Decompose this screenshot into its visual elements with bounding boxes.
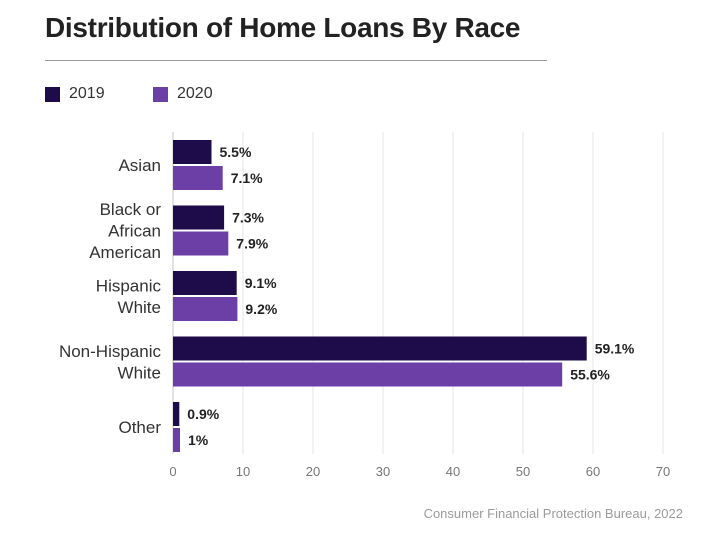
x-tick-label-30: 30 <box>376 464 390 479</box>
category-label-3: Non-Hispanic White <box>59 342 162 383</box>
bar-2019-0 <box>173 140 212 164</box>
category-label-0: Asian <box>118 156 161 175</box>
category-label-1: Black or African American <box>89 200 161 262</box>
data-label-2020-0: 7.1% <box>231 170 263 186</box>
data-label-2019-2: 9.1% <box>245 275 277 291</box>
bar-2019-1 <box>173 205 225 230</box>
x-tick-label-10: 10 <box>236 464 250 479</box>
title-divider <box>45 60 547 61</box>
category-label-4: Other <box>118 418 161 437</box>
bar-2019-3 <box>173 336 587 361</box>
data-label-2020-2: 9.2% <box>245 301 277 317</box>
bar-2019-4 <box>173 402 180 426</box>
bar-2019-2 <box>173 271 237 295</box>
source-note: Consumer Financial Protection Bureau, 20… <box>423 506 683 521</box>
x-tick-label-20: 20 <box>306 464 320 479</box>
data-label-2019-1: 7.3% <box>232 210 264 226</box>
x-tick-label-40: 40 <box>446 464 460 479</box>
legend-swatch-2019 <box>45 87 60 102</box>
x-tick-label-60: 60 <box>586 464 600 479</box>
x-tick-label-0: 0 <box>169 464 176 479</box>
bar-2020-0 <box>173 166 223 190</box>
bar-2020-4 <box>173 428 180 452</box>
data-label-2019-0: 5.5% <box>220 144 252 160</box>
data-label-2019-4: 0.9% <box>187 406 219 422</box>
bar-2020-1 <box>173 231 229 256</box>
legend-label-2019: 2019 <box>69 85 105 102</box>
x-tick-label-70: 70 <box>656 464 670 479</box>
data-label-2019-3: 59.1% <box>595 341 635 357</box>
bar-2020-2 <box>173 297 238 321</box>
data-label-2020-4: 1% <box>188 432 209 448</box>
data-label-2020-1: 7.9% <box>236 236 268 252</box>
legend-label-2020: 2020 <box>177 85 213 102</box>
chart-title: Distribution of Home Loans By Race <box>45 12 521 43</box>
bar-2020-3 <box>173 362 563 387</box>
x-tick-label-50: 50 <box>516 464 530 479</box>
category-label-2: Hispanic White <box>96 276 162 317</box>
data-label-2020-3: 55.6% <box>570 367 610 383</box>
legend-swatch-2020 <box>153 87 168 102</box>
